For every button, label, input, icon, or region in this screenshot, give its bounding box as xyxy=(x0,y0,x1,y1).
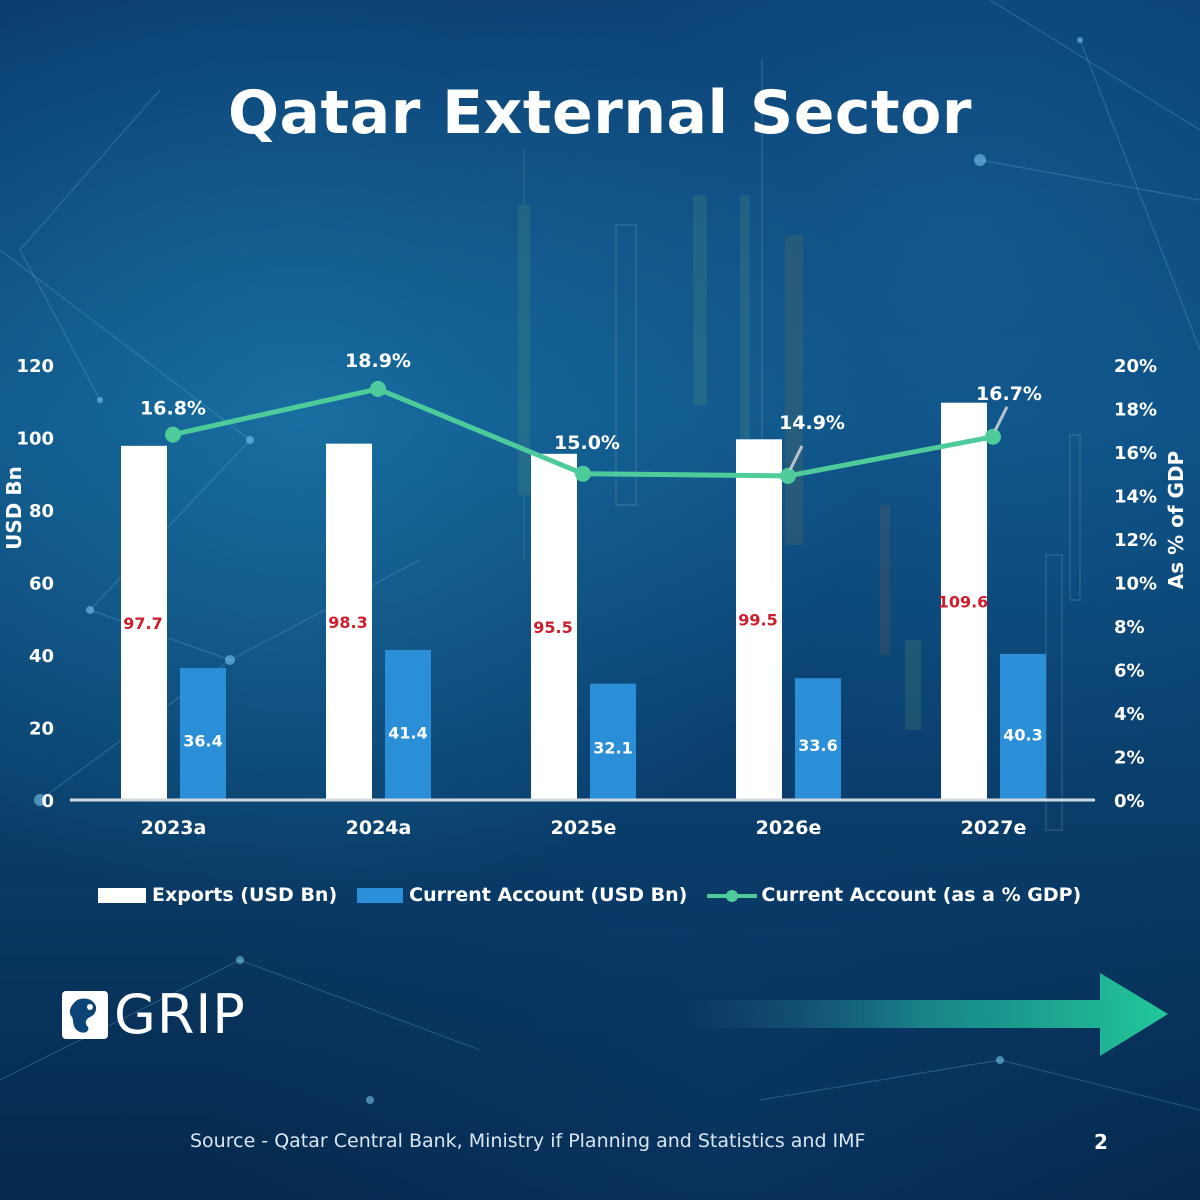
legend-label-current-account: Current Account (USD Bn) xyxy=(409,884,688,906)
grip-logo: GRIP xyxy=(60,988,246,1042)
y-tick-label-left: 80 xyxy=(29,501,54,522)
data-label-current-account: 36.4 xyxy=(183,732,222,751)
x-tick-label: 2024a xyxy=(346,817,412,839)
x-tick-label: 2025e xyxy=(551,817,617,839)
line-point xyxy=(780,467,796,484)
chart-legend: Exports (USD Bn) Current Account (USD Bn… xyxy=(98,884,1101,906)
legend-label-current-account-pct: Current Account (as a % GDP) xyxy=(761,884,1082,906)
y-tick-label-right: 10% xyxy=(1114,574,1157,595)
legend-swatch-line xyxy=(707,888,758,903)
y-tick-label-left: 40 xyxy=(29,646,54,667)
data-label-current-account: 41.4 xyxy=(388,723,427,742)
arrow-decoration-icon xyxy=(680,973,1168,1056)
legend-swatch-exports xyxy=(98,887,146,903)
bar-exports xyxy=(736,439,782,800)
y-tick-label-right: 6% xyxy=(1114,661,1145,682)
x-tick-label: 2023a xyxy=(141,817,207,839)
label-leader-line xyxy=(993,406,1009,432)
y-tick-label-right: 12% xyxy=(1114,530,1157,551)
y-tick-label-right: 16% xyxy=(1114,443,1157,464)
data-label-current-account: 40.3 xyxy=(1003,725,1042,744)
data-label-current-account-pct: 16.7% xyxy=(976,383,1042,405)
y-tick-label-right: 2% xyxy=(1114,748,1145,769)
y-tick-label-left: 100 xyxy=(16,429,54,450)
y-tick-label-right: 8% xyxy=(1114,617,1145,638)
bar-exports xyxy=(326,443,372,800)
bar-exports xyxy=(121,445,167,800)
source-note: Source - Qatar Central Bank, Ministry if… xyxy=(190,1130,866,1152)
data-label-exports: 95.5 xyxy=(533,618,572,637)
line-point xyxy=(985,428,1001,445)
page-title: Qatar External Sector xyxy=(228,78,972,148)
bar-current-account xyxy=(1000,653,1046,800)
legend-item-current-account: Current Account (USD Bn) xyxy=(357,884,687,906)
data-label-current-account-pct: 16.8% xyxy=(140,398,206,420)
data-label-exports: 98.3 xyxy=(328,613,367,632)
data-label-exports: 99.5 xyxy=(738,611,777,630)
bar-exports xyxy=(531,453,577,800)
logo-text: GRIP xyxy=(114,983,246,1046)
y-tick-label-right: 20% xyxy=(1114,356,1157,377)
bar-current-account xyxy=(180,668,226,800)
y-axis-label-left: USD Bn xyxy=(2,466,26,550)
data-label-current-account-pct: 18.9% xyxy=(345,350,411,372)
label-leader-line xyxy=(788,445,804,471)
y-tick-label-left: 60 xyxy=(29,574,54,595)
data-label-current-account-pct: 15.0% xyxy=(554,432,620,454)
legend-swatch-current-account xyxy=(357,887,404,903)
legend-item-current-account-pct: Current Account (as a % GDP) xyxy=(707,884,1081,906)
line-point xyxy=(370,380,386,397)
data-label-current-account: 32.1 xyxy=(593,739,632,758)
y-axis-label-right: As % of GDP xyxy=(1164,451,1188,589)
line-point xyxy=(575,465,591,482)
legend-item-exports: Exports (USD Bn) xyxy=(98,884,337,906)
y-tick-label-right: 4% xyxy=(1114,704,1145,725)
x-tick-label: 2026e xyxy=(756,817,822,839)
bar-current-account xyxy=(590,683,636,800)
page-number: 2 xyxy=(1094,1130,1108,1154)
y-tick-label-left: 20 xyxy=(29,719,54,740)
data-label-current-account: 33.6 xyxy=(798,736,837,755)
data-label-exports: 97.7 xyxy=(123,614,162,633)
y-tick-label-right: 14% xyxy=(1114,487,1157,508)
data-label-exports: 109.6 xyxy=(938,592,989,611)
y-tick-label-right: 0% xyxy=(1114,791,1145,812)
bar-current-account xyxy=(795,678,841,800)
y-tick-label-right: 18% xyxy=(1114,400,1157,421)
y-tick-label-left: 120 xyxy=(16,356,54,377)
bar-exports xyxy=(941,402,987,800)
grip-logo-icon xyxy=(62,991,108,1039)
bar-current-account xyxy=(385,649,431,800)
legend-label-exports: Exports (USD Bn) xyxy=(152,884,338,906)
y-tick-label-left: 0 xyxy=(41,791,54,812)
x-tick-label: 2027e xyxy=(961,817,1027,839)
data-label-current-account-pct: 14.9% xyxy=(779,412,845,434)
line-point xyxy=(165,426,181,443)
